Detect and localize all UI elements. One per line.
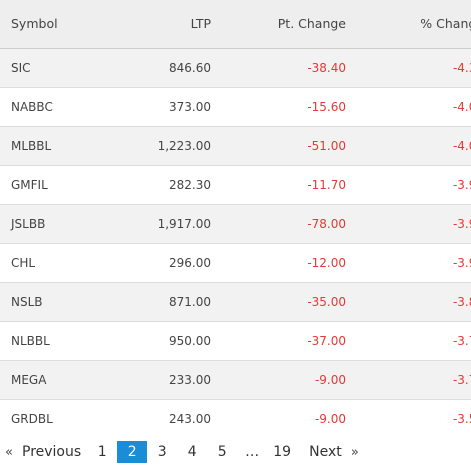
stock-table: Symbol LTP Pt. Change % Change SIC 846.60… xyxy=(0,0,471,438)
table-row[interactable]: MLBBL 1,223.00 -51.00 -4.00 xyxy=(0,126,471,165)
ltp-cell: 282.30 xyxy=(169,177,211,192)
symbol-cell[interactable]: NABBC xyxy=(11,99,53,114)
page-button-4[interactable]: 4 xyxy=(187,444,197,460)
symbol-cell[interactable]: MEGA xyxy=(11,372,47,387)
pct-change-cell: -3.98 xyxy=(452,177,471,192)
page-button-2-active[interactable]: 2 xyxy=(117,441,148,463)
table-row[interactable]: NLBBL 950.00 -37.00 -3.75 xyxy=(0,321,471,360)
page-button-3[interactable]: 3 xyxy=(157,444,167,460)
pct-change-cell: -3.90 xyxy=(452,255,471,270)
ltp-cell: 373.00 xyxy=(169,99,211,114)
pt-change-cell: -78.00 xyxy=(307,216,346,231)
table-row[interactable]: GRDBL 243.00 -9.00 -3.57 xyxy=(0,399,471,438)
symbol-cell[interactable]: NSLB xyxy=(11,294,43,309)
pt-change-cell: -15.60 xyxy=(307,99,346,114)
pt-change-cell: -51.00 xyxy=(307,138,346,153)
table-row[interactable]: CHL 296.00 -12.00 -3.90 xyxy=(0,243,471,282)
page-button-5[interactable]: 5 xyxy=(217,444,227,460)
ltp-cell: 243.00 xyxy=(169,411,211,426)
column-header-pt-change[interactable]: Pt. Change xyxy=(212,0,347,49)
ltp-cell: 950.00 xyxy=(169,333,211,348)
table-body: SIC 846.60 -38.40 -4.34 NABBC 373.00 -15.60 -4.… xyxy=(0,48,471,438)
pt-change-cell: -12.00 xyxy=(307,255,346,270)
ltp-cell: 871.00 xyxy=(169,294,211,309)
table-row[interactable]: NABBC 373.00 -15.60 -4.01 xyxy=(0,87,471,126)
table-row[interactable]: NSLB 871.00 -35.00 -3.86 xyxy=(0,282,471,321)
table-row[interactable]: SIC 846.60 -38.40 -4.34 xyxy=(0,48,471,87)
pt-change-cell: -11.70 xyxy=(307,177,346,192)
ltp-cell: 233.00 xyxy=(169,372,211,387)
table-row[interactable]: JSLBB 1,917.00 -78.00 -3.91 xyxy=(0,204,471,243)
pct-change-cell: -4.34 xyxy=(452,60,471,75)
symbol-cell[interactable]: CHL xyxy=(11,255,36,270)
pct-change-cell: -4.01 xyxy=(452,99,471,114)
pagination-ellipsis: … xyxy=(245,444,260,460)
pagination: « Previous 1 2 3 4 5 … 19 Next » xyxy=(0,439,467,465)
pt-change-cell: -9.00 xyxy=(314,411,346,426)
ltp-cell: 846.60 xyxy=(169,60,211,75)
page-button-19[interactable]: 19 xyxy=(273,444,292,460)
symbol-cell[interactable]: GMFIL xyxy=(11,177,48,192)
symbol-cell[interactable]: SIC xyxy=(11,60,31,75)
column-header-symbol[interactable]: Symbol xyxy=(0,0,122,49)
symbol-cell[interactable]: GRDBL xyxy=(11,411,53,426)
table-header: Symbol LTP Pt. Change % Change xyxy=(0,0,471,49)
next-button[interactable]: Next xyxy=(309,444,342,460)
pct-change-cell: -3.75 xyxy=(452,333,471,348)
pct-change-cell: -3.72 xyxy=(452,372,471,387)
ltp-cell: 1,223.00 xyxy=(157,138,211,153)
ltp-cell: 1,917.00 xyxy=(157,216,211,231)
column-header-ltp[interactable]: LTP xyxy=(122,0,212,49)
symbol-cell[interactable]: NLBBL xyxy=(11,333,50,348)
prev-arrow-icon[interactable]: « xyxy=(5,444,13,460)
pt-change-cell: -9.00 xyxy=(314,372,346,387)
page-button-1[interactable]: 1 xyxy=(97,444,107,460)
pct-change-cell: -3.91 xyxy=(452,216,471,231)
symbol-cell[interactable]: JSLBB xyxy=(11,216,46,231)
column-header-pct-change[interactable]: % Change xyxy=(347,0,471,49)
pct-change-cell: -3.57 xyxy=(452,411,471,426)
table-row[interactable]: GMFIL 282.30 -11.70 -3.98 xyxy=(0,165,471,204)
previous-button[interactable]: Previous xyxy=(22,444,82,460)
pct-change-cell: -3.86 xyxy=(452,294,471,309)
header-row: Symbol LTP Pt. Change % Change xyxy=(0,0,471,49)
next-arrow-icon[interactable]: » xyxy=(350,444,359,460)
pt-change-cell: -35.00 xyxy=(307,294,346,309)
pt-change-cell: -37.00 xyxy=(307,333,346,348)
symbol-cell[interactable]: MLBBL xyxy=(11,138,52,153)
ltp-cell: 296.00 xyxy=(169,255,211,270)
table-row[interactable]: MEGA 233.00 -9.00 -3.72 xyxy=(0,360,471,399)
pt-change-cell: -38.40 xyxy=(307,60,346,75)
pct-change-cell: -4.00 xyxy=(452,138,471,153)
